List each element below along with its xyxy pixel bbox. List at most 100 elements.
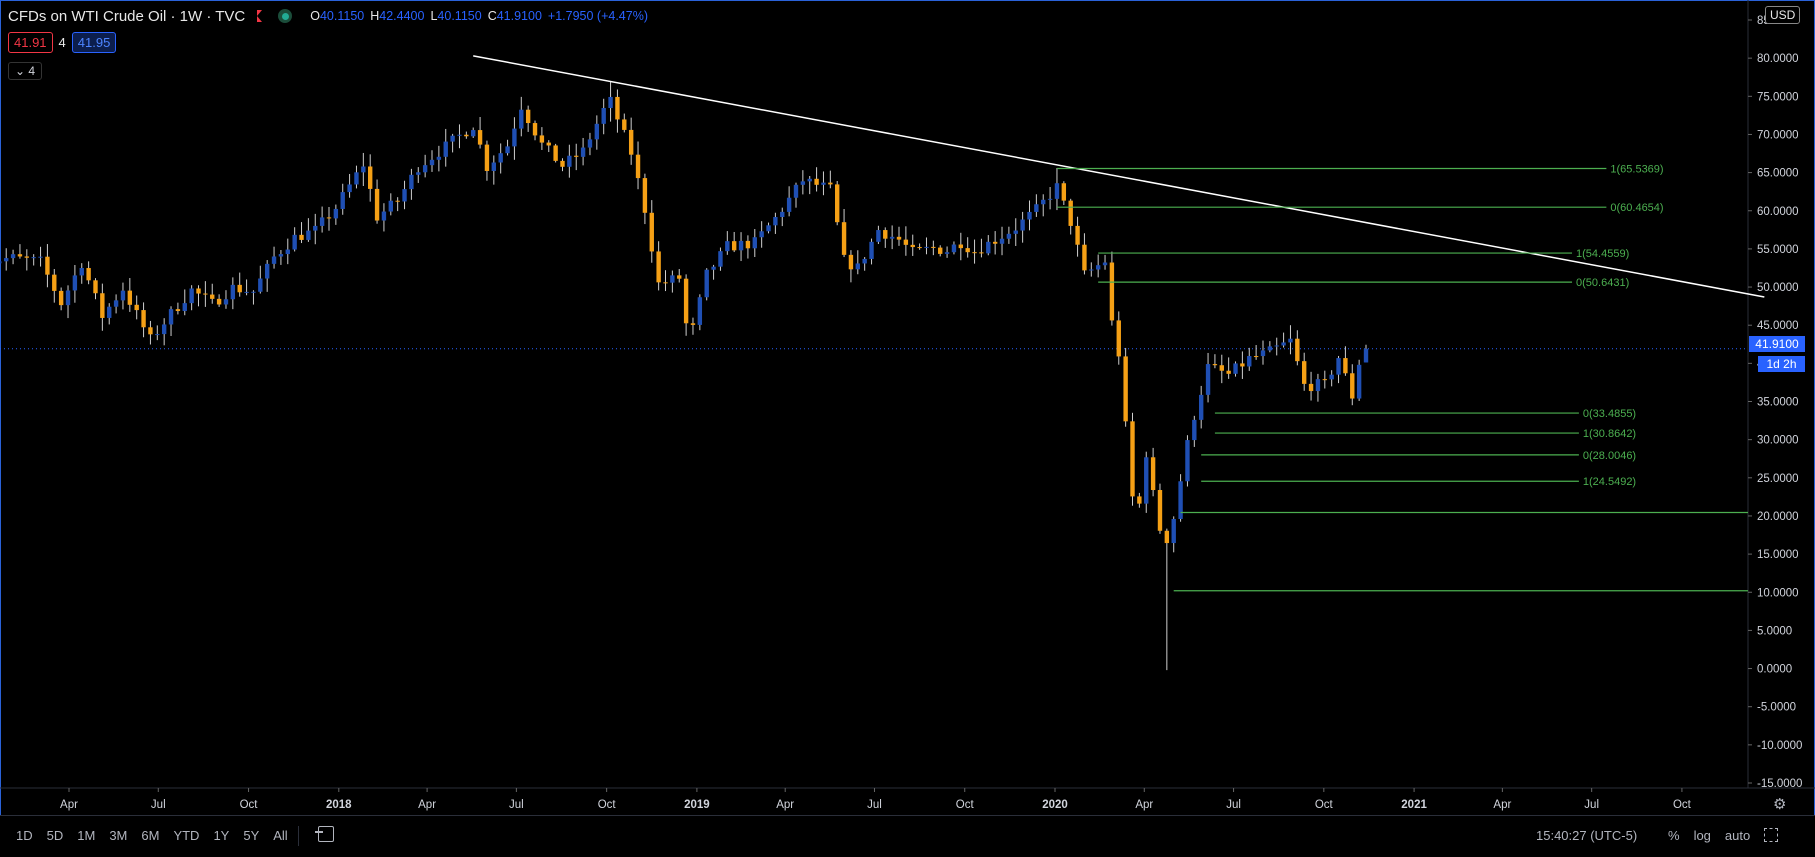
candle-body — [306, 230, 311, 240]
candle-body — [704, 269, 709, 298]
candle-body — [38, 256, 43, 258]
candle-body — [402, 189, 407, 202]
candle-body — [835, 184, 840, 223]
candle-body — [1006, 233, 1012, 239]
candle-body — [883, 230, 888, 239]
y-axis-tick-label: 15.0000 — [1757, 549, 1799, 561]
candle-body — [107, 306, 112, 318]
candle-body — [642, 178, 648, 213]
auto-scale-button[interactable]: auto — [1724, 828, 1751, 843]
candle-body — [1041, 199, 1046, 205]
visibility-icon[interactable] — [278, 9, 293, 23]
gear-icon[interactable]: ⚙ — [1773, 796, 1787, 813]
candle-body — [979, 252, 984, 254]
candle-body — [553, 145, 558, 161]
range-button-5y[interactable]: 5Y — [243, 828, 260, 843]
candle-body — [958, 244, 964, 249]
candle-body — [471, 130, 476, 137]
candle-body — [580, 147, 586, 157]
range-button-1d[interactable]: 1D — [16, 828, 33, 843]
candle-body — [697, 297, 703, 325]
candle-body — [539, 135, 545, 143]
candle-body — [855, 263, 860, 270]
scale-options: % log auto — [1668, 828, 1779, 843]
range-button-6m[interactable]: 6M — [141, 828, 160, 843]
x-axis-tick-label: Oct — [956, 799, 975, 811]
candle-body — [1198, 394, 1204, 420]
candle-body — [992, 241, 998, 244]
candle-body — [1322, 379, 1327, 381]
candle-body — [718, 251, 723, 267]
candle-body — [1020, 219, 1025, 231]
candle-body — [1123, 356, 1128, 422]
candle-body — [354, 172, 359, 185]
candle-body — [168, 309, 174, 325]
candle-body — [1082, 244, 1087, 271]
currency-button[interactable]: USD — [1765, 6, 1801, 24]
timezone-clock[interactable]: 15:40:27 (UTC-5) — [1536, 828, 1638, 843]
candle-body — [876, 230, 881, 242]
candle-body — [1260, 350, 1266, 357]
candle-body — [546, 142, 551, 146]
candle-body — [285, 249, 290, 255]
candle-body — [436, 156, 442, 160]
y-axis-tick-label: -10.0000 — [1757, 740, 1802, 752]
candle-body — [1219, 365, 1224, 371]
high-value: 42.4400 — [379, 9, 425, 23]
candle-body — [52, 274, 57, 291]
y-axis-tick-label: 80.0000 — [1757, 53, 1799, 65]
range-button-ytd[interactable]: YTD — [173, 828, 200, 843]
candle-body — [683, 278, 689, 324]
candle-body — [601, 108, 606, 124]
y-axis-tick-label: 70.0000 — [1757, 129, 1799, 141]
y-axis-tick-label: 30.0000 — [1757, 435, 1799, 447]
log-scale-button[interactable]: log — [1693, 828, 1711, 843]
candle-body — [1205, 364, 1211, 395]
candle-body — [251, 291, 256, 293]
indicators-toggle-button[interactable]: ⌄ 4 — [8, 62, 43, 80]
range-button-1m[interactable]: 1M — [77, 828, 96, 843]
candle-body — [917, 247, 922, 249]
x-axis-tick-label: 2021 — [1401, 799, 1427, 811]
open-value: 40.1150 — [319, 9, 365, 23]
candle-body — [786, 197, 792, 212]
range-button-1y[interactable]: 1Y — [213, 828, 230, 843]
candle-body — [24, 256, 30, 258]
range-button-5d[interactable]: 5D — [46, 828, 64, 843]
y-axis-tick-label: 25.0000 — [1757, 473, 1799, 485]
range-button-all[interactable]: All — [273, 828, 288, 843]
candle-body — [512, 128, 517, 147]
range-button-3m[interactable]: 3M — [109, 828, 128, 843]
buy-button[interactable]: 41.95 — [71, 32, 117, 53]
candle-body — [141, 310, 146, 328]
y-axis-tick-label: 20.0000 — [1757, 511, 1799, 523]
percent-scale-button[interactable]: % — [1668, 828, 1680, 843]
candle-body — [86, 268, 91, 281]
candle-body — [1116, 320, 1121, 357]
candle-body — [951, 244, 957, 253]
candle-body — [155, 334, 160, 336]
candle-body — [972, 252, 977, 254]
ohlc-values: O40.1150 H42.4400 L40.1150 C41.9100 +1.7… — [310, 9, 648, 23]
fullscreen-icon[interactable] — [1764, 828, 1779, 842]
candle-body — [780, 211, 785, 217]
candle-body — [230, 284, 236, 300]
date-range-calendar-icon[interactable] — [315, 826, 334, 842]
candle-body — [237, 284, 242, 293]
candle-body — [58, 290, 64, 306]
y-axis-tick-label: 5.0000 — [1757, 625, 1792, 637]
symbol-title[interactable]: CFDs on WTI Crude Oil · 1W · TVC — [8, 7, 246, 25]
candle-body — [450, 135, 455, 142]
candle-body — [635, 154, 641, 179]
candle-body — [278, 254, 284, 257]
y-axis-tick-label: 10.0000 — [1757, 587, 1799, 599]
sell-button[interactable]: 41.91 — [8, 32, 53, 53]
candle-body — [340, 192, 345, 209]
flag-icon[interactable] — [257, 10, 263, 22]
y-axis-tick-label: 75.0000 — [1757, 91, 1799, 103]
x-axis-tick-label: Oct — [240, 799, 259, 811]
chart-legend: CFDs on WTI Crude Oil · 1W · TVC O40.115… — [8, 6, 648, 26]
candle-body — [622, 119, 627, 130]
candle-body — [134, 304, 139, 311]
